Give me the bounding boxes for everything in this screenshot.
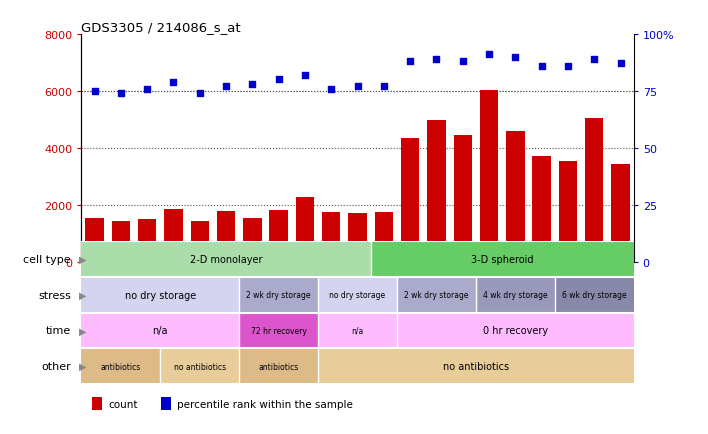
Point [404,59,416,66]
Bar [239,277,318,313]
Text: 2 wk dry storage: 2 wk dry storage [404,291,469,299]
Bar [454,136,472,263]
Text: n/a: n/a [152,326,168,335]
Bar [161,398,171,410]
Text: ▶: ▶ [79,255,87,264]
Bar [243,219,261,263]
Text: no antibiotics: no antibiotics [442,362,509,371]
Bar [81,277,239,313]
Point [115,90,127,97]
Point [142,86,153,93]
Bar [217,212,235,263]
Bar [506,132,525,263]
Bar [318,313,397,349]
Point [510,54,521,61]
Bar [112,222,130,263]
Bar [397,277,476,313]
Point [352,84,363,91]
Bar [480,91,498,263]
Text: antibiotics: antibiotics [258,362,299,371]
Bar [397,313,634,349]
Text: count: count [108,399,137,408]
Bar [86,218,104,263]
Bar [318,277,397,313]
Text: other: other [41,362,71,371]
Bar [427,121,445,263]
Text: 2 wk dry storage: 2 wk dry storage [246,291,311,299]
Text: time: time [45,326,71,335]
Text: percentile rank within the sample: percentile rank within the sample [177,399,353,408]
Text: no antibiotics: no antibiotics [173,362,226,371]
Text: 72 hr recovery: 72 hr recovery [251,326,307,335]
Text: cell type: cell type [23,255,71,264]
Bar [555,277,634,313]
Point [615,61,626,68]
Bar [532,157,551,263]
Point [457,59,469,66]
Bar [138,219,156,263]
Point [326,86,337,93]
Bar [160,349,239,384]
Point [536,63,547,70]
Point [89,88,101,95]
Text: stress: stress [38,290,71,300]
Bar [401,139,419,263]
Bar [239,313,318,349]
Point [484,52,495,59]
Point [588,56,600,63]
Bar [322,212,341,263]
Point [378,84,389,91]
Point [168,79,179,86]
Bar [318,349,634,384]
Bar [585,119,603,263]
Text: ▶: ▶ [79,326,87,335]
Bar [239,349,318,384]
Bar [348,213,367,263]
Point [194,90,205,97]
Bar [190,222,209,263]
Bar [81,313,239,349]
Text: GDS3305 / 214086_s_at: GDS3305 / 214086_s_at [81,20,241,33]
Text: ▶: ▶ [79,362,87,371]
Point [220,84,232,91]
Point [273,77,285,84]
Text: antibiotics: antibiotics [101,362,141,371]
Bar [81,242,371,277]
Bar [296,197,314,263]
Bar [164,209,183,263]
Bar [371,242,634,277]
Text: 6 wk dry storage: 6 wk dry storage [562,291,627,299]
Bar [375,212,393,263]
Bar [270,210,288,263]
Text: 2-D monolayer: 2-D monolayer [190,255,262,264]
Text: n/a: n/a [351,326,364,335]
Text: no dry storage: no dry storage [125,290,196,300]
Bar [559,161,577,263]
Text: 3-D spheroid: 3-D spheroid [471,255,533,264]
Text: 4 wk dry storage: 4 wk dry storage [483,291,547,299]
Bar [611,165,629,263]
Point [299,72,311,79]
Text: ▶: ▶ [79,290,87,300]
Bar [81,349,160,384]
Bar [476,277,555,313]
Point [246,81,258,88]
Text: 0 hr recovery: 0 hr recovery [483,326,548,335]
Text: no dry storage: no dry storage [329,291,386,299]
Point [562,63,573,70]
Bar [93,398,103,410]
Point [430,56,442,63]
